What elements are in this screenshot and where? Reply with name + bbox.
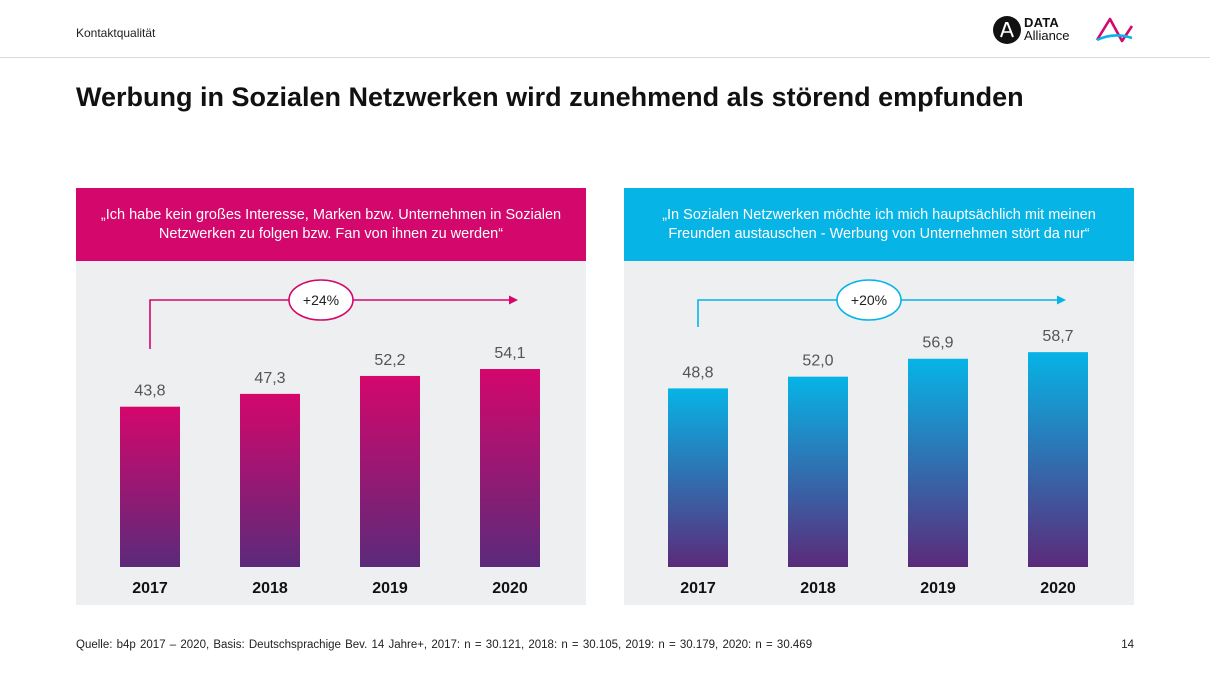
value-label-2019: 56,9 [922,335,953,352]
bar-2018 [788,376,848,567]
growth-arrow-line [697,299,1058,327]
bar-chart-left: 43,8 2017 47,3 2018 52,2 2019 54,1 2020 +24% [120,279,540,597]
growth-badge [836,279,902,321]
bar-chart-right: 48,8 2017 52,0 2018 56,9 2019 58,7 2020 +20% [668,279,1088,597]
logo-text: DATA Alliance [1024,16,1070,42]
chart-panel-right: „In Sozialen Netzwerken möchte ich mich … [624,188,1134,605]
logo-line-data: DATA [1024,15,1059,30]
value-label-2020: 58,7 [1042,328,1073,345]
category-label-2017: 2017 [132,580,168,597]
arrow-head-icon [509,295,518,305]
value-label-2018: 47,3 [254,370,285,387]
section-label: Kontaktqualität [76,26,156,40]
value-label-2019: 52,2 [374,352,405,369]
category-label-2018: 2018 [252,580,288,597]
category-label-2018: 2018 [800,580,836,597]
quote-banner-right: „In Sozialen Netzwerken möchte ich mich … [624,188,1134,261]
quote-banner-left: „Ich habe kein großes Interesse, Marken … [76,188,586,261]
data-alliance-logo-icon [993,16,1021,44]
triangle-logo-icon [1095,17,1134,43]
growth-arrow-line [149,299,510,349]
bar-2020 [1028,352,1088,567]
logo-line-alliance: Alliance [1024,28,1070,43]
header-divider [0,57,1210,58]
growth-label: +24% [303,292,339,308]
arrow-head-icon [1057,295,1066,305]
value-label-2018: 52,0 [802,353,833,370]
bar-2019 [908,358,968,567]
value-label-2017: 43,8 [134,383,165,400]
category-label-2019: 2019 [920,580,956,597]
bar-2017 [120,406,180,567]
page-title: Werbung in Sozialen Netzwerken wird zune… [76,82,1024,112]
bar-2018 [240,393,300,567]
page-number: 14 [1121,639,1134,651]
value-label-2017: 48,8 [682,364,713,381]
category-label-2020: 2020 [1040,580,1076,597]
growth-label: +20% [851,292,887,308]
category-label-2020: 2020 [492,580,528,597]
bar-2017 [668,388,728,567]
value-label-2020: 54,1 [494,345,525,362]
bar-2020 [480,368,540,567]
category-label-2017: 2017 [680,580,716,597]
bar-2019 [360,375,420,567]
growth-badge [288,279,354,321]
chart-panel-left: „Ich habe kein großes Interesse, Marken … [76,188,586,605]
source-footnote: Quelle: b4p 2017 – 2020, Basis: Deutschs… [76,639,813,651]
category-label-2019: 2019 [372,580,408,597]
